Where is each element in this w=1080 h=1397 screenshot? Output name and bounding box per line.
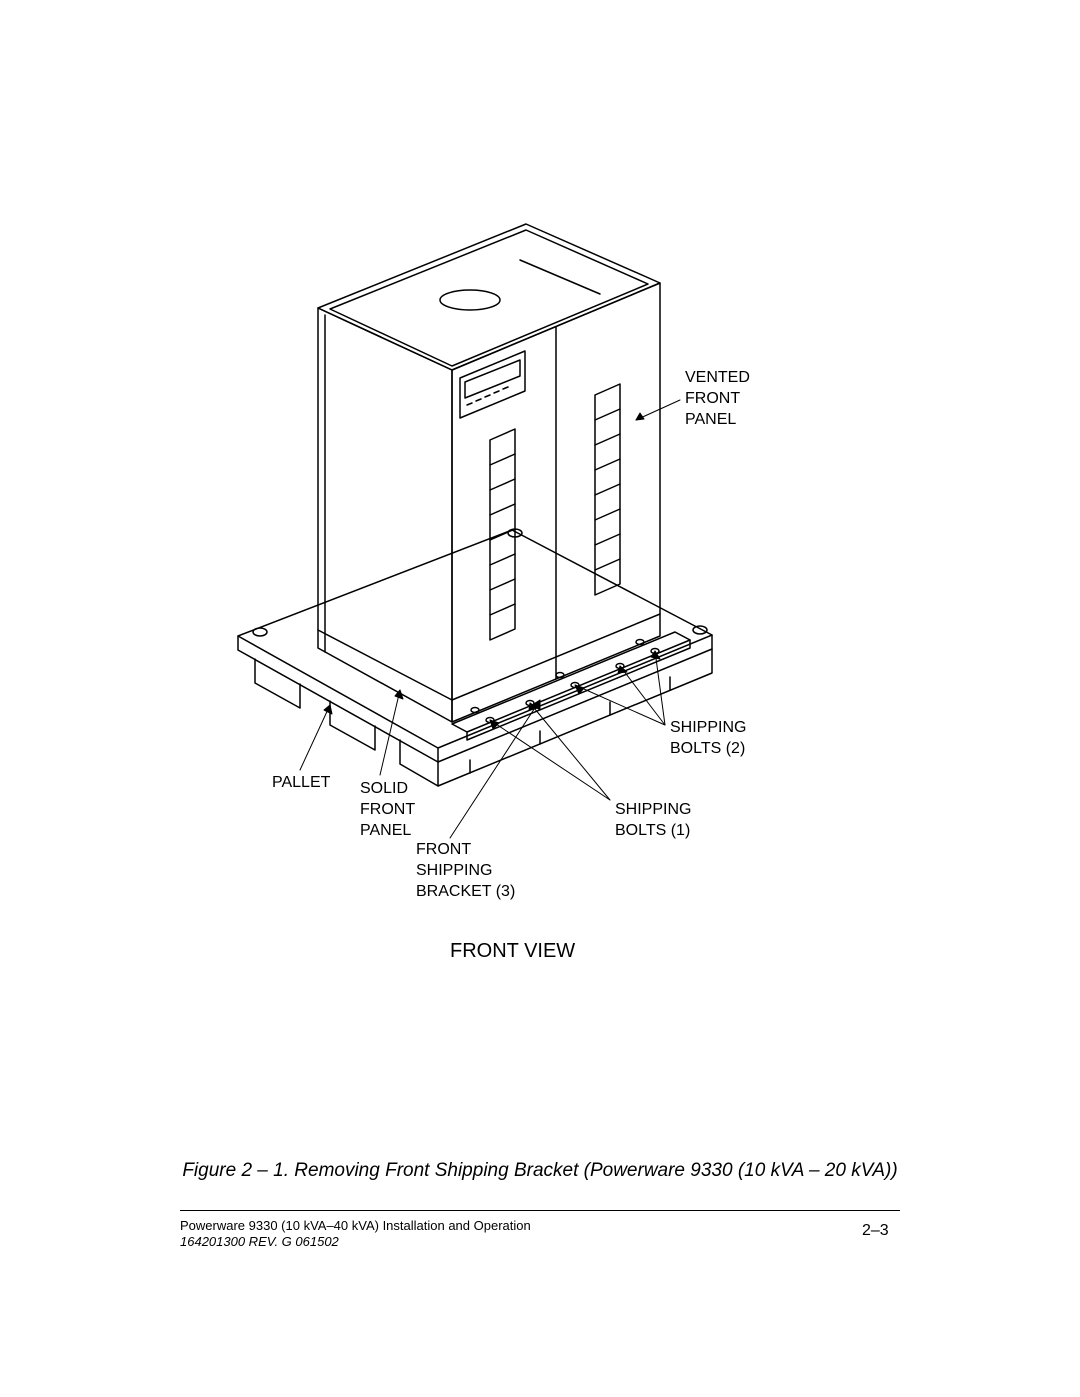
- label-front-shipping-bracket: FRONT SHIPPING BRACKET (3): [416, 840, 515, 902]
- footer-docnum: 164201300 REV. G 061502: [180, 1234, 339, 1249]
- figure-caption: Figure 2 – 1. Removing Front Shipping Br…: [0, 1160, 1080, 1182]
- label-solid-front-panel: SOLID FRONT PANEL: [360, 779, 415, 841]
- ups-isometric-diagram: [0, 0, 1080, 1000]
- view-label: FRONT VIEW: [450, 940, 575, 963]
- footer-rule: [180, 1210, 900, 1211]
- page: VENTED FRONT PANEL SHIPPING BOLTS (2) SH…: [0, 0, 1080, 1397]
- page-number: 2–3: [862, 1222, 889, 1240]
- label-vented-front-panel: VENTED FRONT PANEL: [685, 368, 750, 430]
- footer-title: Powerware 9330 (10 kVA–40 kVA) Installat…: [180, 1218, 531, 1233]
- label-shipping-bolts-1: SHIPPING BOLTS (1): [615, 800, 691, 842]
- label-shipping-bolts-2: SHIPPING BOLTS (2): [670, 718, 746, 760]
- label-pallet: PALLET: [272, 773, 330, 794]
